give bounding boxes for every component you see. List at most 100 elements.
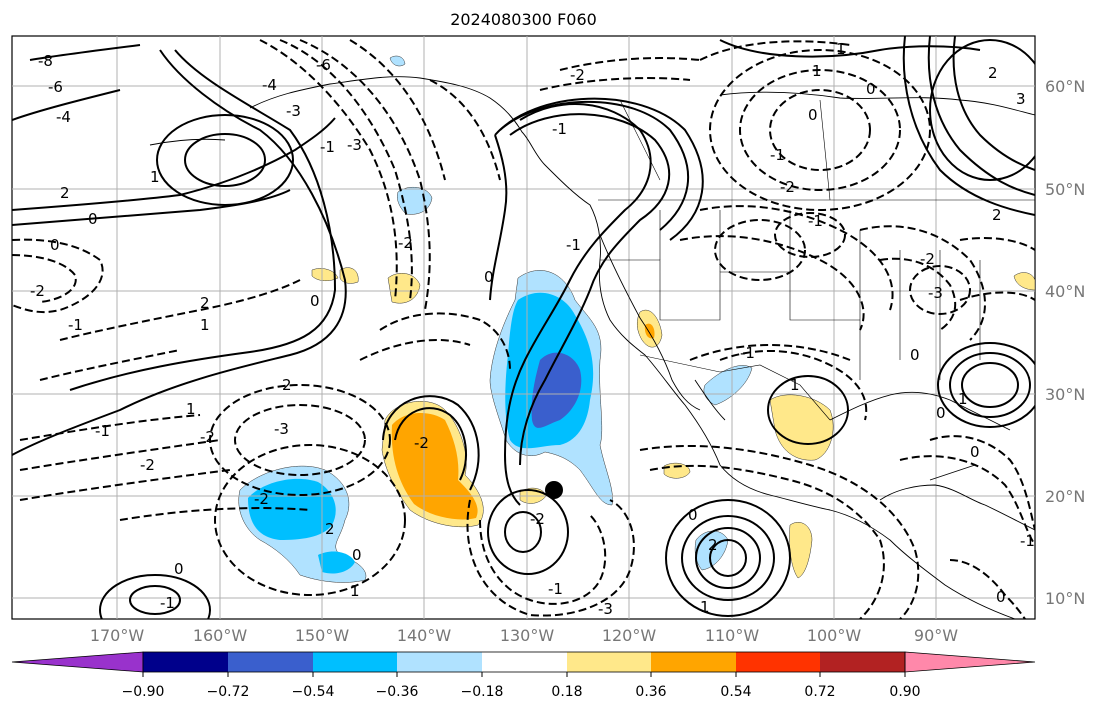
positive-contours xyxy=(12,36,1035,619)
contour-label: -2 xyxy=(920,250,935,268)
contour-label: 0 xyxy=(50,236,60,254)
contour-label: -4 xyxy=(262,76,277,94)
lon-label: 110°W xyxy=(704,626,760,645)
coastlines xyxy=(149,76,1035,619)
colorbar-extend-low xyxy=(11,651,144,673)
contour-label: 2 xyxy=(992,206,1002,224)
contour-label: 0 xyxy=(310,292,320,310)
colorbar-tick-label: −0.18 xyxy=(460,684,504,700)
contour-label: 2 xyxy=(325,520,335,538)
contour-label: 0 xyxy=(970,443,980,461)
colorbar-segment xyxy=(736,652,820,672)
contour-label: -1 xyxy=(548,580,563,598)
contour-label: -4 xyxy=(56,108,71,126)
contour-label: -2 xyxy=(30,282,45,300)
contour-label: -1 xyxy=(552,120,567,138)
contour-label: -1 xyxy=(95,422,110,440)
colorbar-tick-label: −0.36 xyxy=(375,684,419,700)
lon-label: 150°W xyxy=(294,626,350,645)
contour-label: -2 xyxy=(414,434,429,452)
contour-label: 2 xyxy=(282,376,292,394)
contour-label: 1 xyxy=(200,316,210,334)
dark-orange-region xyxy=(391,413,478,520)
contour-label: -3 xyxy=(274,420,289,438)
lat-label: 50°N xyxy=(1045,180,1086,199)
lon-label: 170°W xyxy=(89,626,145,645)
contour-label: -1 xyxy=(808,212,823,230)
lon-label: 160°W xyxy=(192,626,248,645)
contour-label: 0 xyxy=(910,346,920,364)
contour-label: -2 xyxy=(398,234,413,252)
contour-label: -2 xyxy=(530,510,545,528)
lat-label: 60°N xyxy=(1045,77,1086,96)
contour-label: 0 xyxy=(352,546,362,564)
colorbar-segment xyxy=(228,652,313,672)
dark-blue-region-baja xyxy=(531,352,582,428)
contour-label: 0 xyxy=(484,268,494,286)
yellow-region-small-1 xyxy=(663,462,691,479)
blue-region-northtop xyxy=(389,55,406,67)
colorbar-tick-label: −0.72 xyxy=(206,684,250,700)
contour-label: -2 xyxy=(140,456,155,474)
colorbar-segment xyxy=(482,652,567,672)
contour-label: -2 xyxy=(570,66,585,84)
contour-label: 2 xyxy=(60,184,70,202)
colorbar-segment xyxy=(143,652,228,672)
blue-region-mexico xyxy=(703,365,753,406)
sky-region-small xyxy=(318,551,355,574)
contour-label: 1 xyxy=(186,400,196,418)
lon-label: 120°W xyxy=(601,626,657,645)
contour-label: -1 xyxy=(1020,532,1035,550)
contour-label: 0 xyxy=(808,106,818,124)
contour-label: 1 xyxy=(958,390,968,408)
colorbar-tick-label: 0.54 xyxy=(720,684,752,700)
contour-label: 1 xyxy=(150,168,160,186)
contour-label: 2 xyxy=(200,294,210,312)
colorbar-tick-label: −0.54 xyxy=(291,684,335,700)
contour-label: 2 xyxy=(708,536,718,554)
contour-label: 0 xyxy=(88,210,98,228)
contour-label: -2 xyxy=(254,490,269,508)
contour-labels: -8 -6 -4 -6 -4 -3 -2 -1 0 1 2 -2 -1 0 2 … xyxy=(30,40,1035,618)
contour-label: -2 xyxy=(200,428,215,446)
contour-label: -3 xyxy=(347,136,362,154)
colorbar xyxy=(11,651,1036,677)
contour-label: 2 xyxy=(988,64,998,82)
colorbar-segment xyxy=(567,652,651,672)
contour-label: -6 xyxy=(316,56,331,74)
contour-label: 1 xyxy=(350,582,360,600)
colorbar-frame xyxy=(142,651,906,673)
contour-label: 0 xyxy=(688,506,698,524)
colorbar-tick-label: 0.36 xyxy=(635,684,667,700)
orange-region-calif xyxy=(644,323,655,339)
country-borders xyxy=(598,99,1035,421)
contour-label: -1 xyxy=(68,316,83,334)
contour-label: -3 xyxy=(286,102,301,120)
lat-label: 10°N xyxy=(1045,589,1086,608)
contour-label: 0 xyxy=(996,588,1006,606)
contour-label: -1 xyxy=(320,138,335,156)
colorbar-segment xyxy=(397,652,482,672)
lon-label: 140°W xyxy=(396,626,452,645)
lat-label: 20°N xyxy=(1045,487,1086,506)
contour-label: -3 xyxy=(598,600,613,618)
contour-label: -1 xyxy=(770,146,785,164)
contour-label: -1 xyxy=(740,344,755,362)
colorbar-tick-label: 0.72 xyxy=(804,684,836,700)
contour-label: 1 xyxy=(700,598,710,616)
lon-label: 130°W xyxy=(499,626,555,645)
contour-label: 1 xyxy=(790,376,800,394)
colorbar-tick-label: 0.90 xyxy=(889,684,921,700)
colorbar-segment xyxy=(820,652,905,672)
contour-label: 0 xyxy=(174,560,184,578)
contour-label: -2 xyxy=(780,178,795,196)
lat-label: 40°N xyxy=(1045,282,1086,301)
colorbar-segment xyxy=(651,652,736,672)
contour-label: 0 xyxy=(866,80,876,98)
contour-label: -8 xyxy=(38,52,53,70)
contour-label: 0 xyxy=(936,404,946,422)
negative-contours xyxy=(12,39,1035,619)
yellow-region-east xyxy=(1013,272,1035,291)
lon-label: 100°W xyxy=(806,626,862,645)
